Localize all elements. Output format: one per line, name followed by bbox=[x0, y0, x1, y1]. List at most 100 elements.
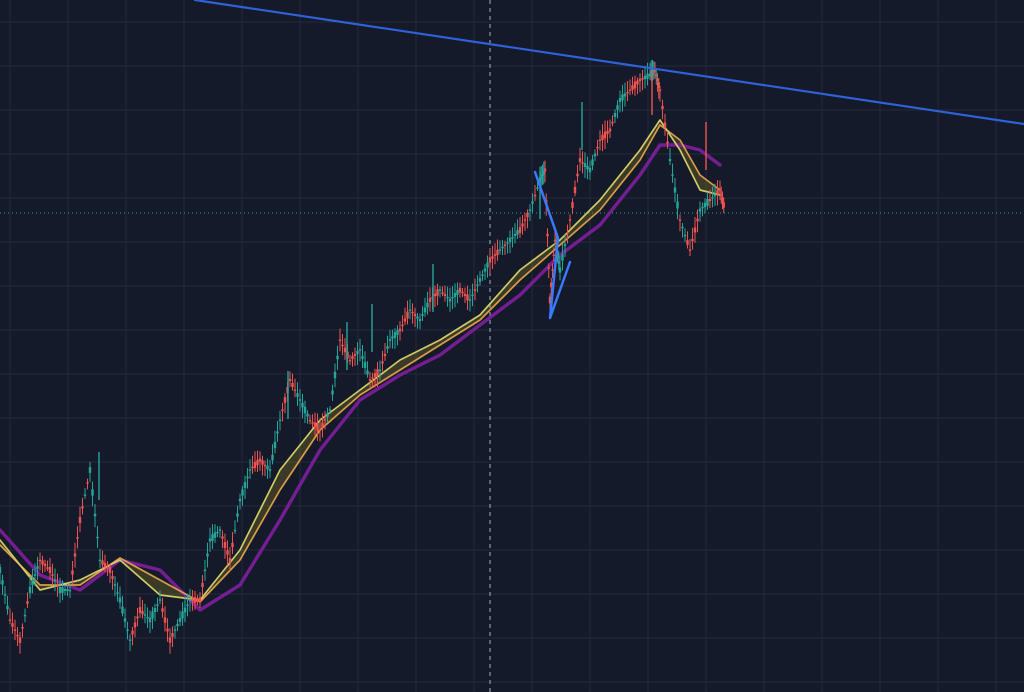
candle-body bbox=[653, 69, 657, 72]
candle-body bbox=[596, 146, 599, 149]
candle-body bbox=[558, 267, 562, 273]
candle-body bbox=[216, 531, 219, 534]
candle-body bbox=[81, 506, 84, 509]
candle-body bbox=[101, 560, 104, 565]
candle-body bbox=[613, 113, 617, 117]
candle-body bbox=[458, 287, 462, 293]
candle-body bbox=[463, 294, 467, 296]
candle-body bbox=[98, 559, 102, 562]
candle-body bbox=[228, 558, 232, 562]
candle-body bbox=[468, 299, 472, 301]
candle-body bbox=[248, 469, 252, 471]
candle-body bbox=[298, 399, 302, 401]
candle-body bbox=[343, 347, 347, 353]
candle-body bbox=[551, 269, 554, 271]
candle-body bbox=[652, 70, 655, 73]
candle-body bbox=[608, 128, 612, 132]
candle-body bbox=[720, 194, 723, 196]
candle-body bbox=[63, 588, 67, 592]
candle-body bbox=[198, 597, 202, 603]
candle-body bbox=[373, 373, 377, 377]
candle-body bbox=[173, 629, 177, 631]
candle-body bbox=[506, 242, 509, 244]
candle-body bbox=[121, 606, 124, 614]
candle-body bbox=[201, 582, 204, 588]
pattern-line[interactable] bbox=[533, 170, 572, 320]
candle-body bbox=[23, 614, 27, 617]
candle-body bbox=[168, 637, 172, 643]
candle-body bbox=[491, 256, 494, 259]
candle-body bbox=[71, 570, 74, 575]
candle-body bbox=[83, 494, 87, 496]
candle-body bbox=[48, 567, 52, 573]
candle-body bbox=[161, 608, 164, 612]
candle-body bbox=[668, 158, 672, 162]
candle-body bbox=[481, 274, 484, 276]
candle-body bbox=[288, 378, 292, 382]
candle-body bbox=[16, 634, 19, 637]
candle-body bbox=[716, 190, 719, 195]
candle-body bbox=[568, 219, 572, 221]
candle-body bbox=[540, 176, 543, 179]
candle-body bbox=[256, 459, 259, 466]
candle-body bbox=[686, 240, 689, 245]
candle-body bbox=[722, 202, 725, 208]
candle-body bbox=[696, 218, 699, 222]
candle-body bbox=[138, 607, 142, 613]
candle-body bbox=[486, 262, 489, 268]
candle-body bbox=[550, 282, 553, 288]
candle-body bbox=[661, 105, 664, 110]
candle-body bbox=[218, 529, 222, 531]
candle-body bbox=[358, 349, 362, 351]
candle-body bbox=[713, 194, 717, 197]
candle-body bbox=[291, 382, 294, 388]
candle-body bbox=[68, 589, 72, 592]
candle-body bbox=[676, 201, 679, 209]
candle-body bbox=[253, 462, 257, 468]
overlay-layer[interactable] bbox=[193, 0, 1024, 320]
candle-body bbox=[188, 599, 192, 601]
candle-body bbox=[151, 611, 154, 619]
trendline[interactable] bbox=[193, 0, 1024, 126]
candle-body bbox=[276, 431, 279, 434]
candle-body bbox=[443, 294, 447, 296]
candle-body bbox=[271, 454, 274, 461]
candle-body bbox=[371, 377, 374, 379]
candle-body bbox=[496, 249, 499, 256]
candle-body bbox=[553, 239, 557, 242]
ma-slow-line bbox=[0, 143, 722, 612]
candle-body bbox=[476, 284, 479, 286]
candle-body bbox=[598, 139, 602, 141]
candle-body bbox=[593, 153, 597, 157]
candle-body bbox=[383, 353, 387, 357]
candle-body bbox=[1, 580, 4, 585]
candle-body bbox=[388, 339, 392, 341]
candle-body bbox=[606, 130, 609, 135]
candle-body bbox=[683, 234, 687, 237]
candle-body bbox=[21, 627, 24, 629]
candle-body bbox=[543, 168, 547, 172]
candle-body bbox=[58, 586, 62, 594]
candle-body bbox=[493, 254, 497, 256]
candle-body bbox=[226, 550, 229, 555]
candle-body bbox=[650, 70, 653, 77]
candle-body bbox=[588, 167, 592, 173]
candle-body bbox=[438, 289, 442, 291]
candle-body bbox=[238, 498, 242, 502]
candle-body bbox=[557, 261, 560, 264]
candle-body bbox=[206, 553, 209, 557]
candle-body bbox=[281, 409, 284, 411]
candle-body bbox=[528, 209, 532, 211]
candle-body bbox=[601, 134, 604, 141]
candle-body bbox=[31, 579, 34, 586]
candle-body bbox=[478, 278, 482, 282]
candle-body bbox=[351, 356, 354, 359]
candle-body bbox=[171, 633, 174, 637]
candle-body bbox=[196, 598, 199, 602]
candle-body bbox=[678, 219, 682, 221]
candle-body bbox=[221, 536, 224, 539]
candle-body bbox=[103, 562, 107, 568]
